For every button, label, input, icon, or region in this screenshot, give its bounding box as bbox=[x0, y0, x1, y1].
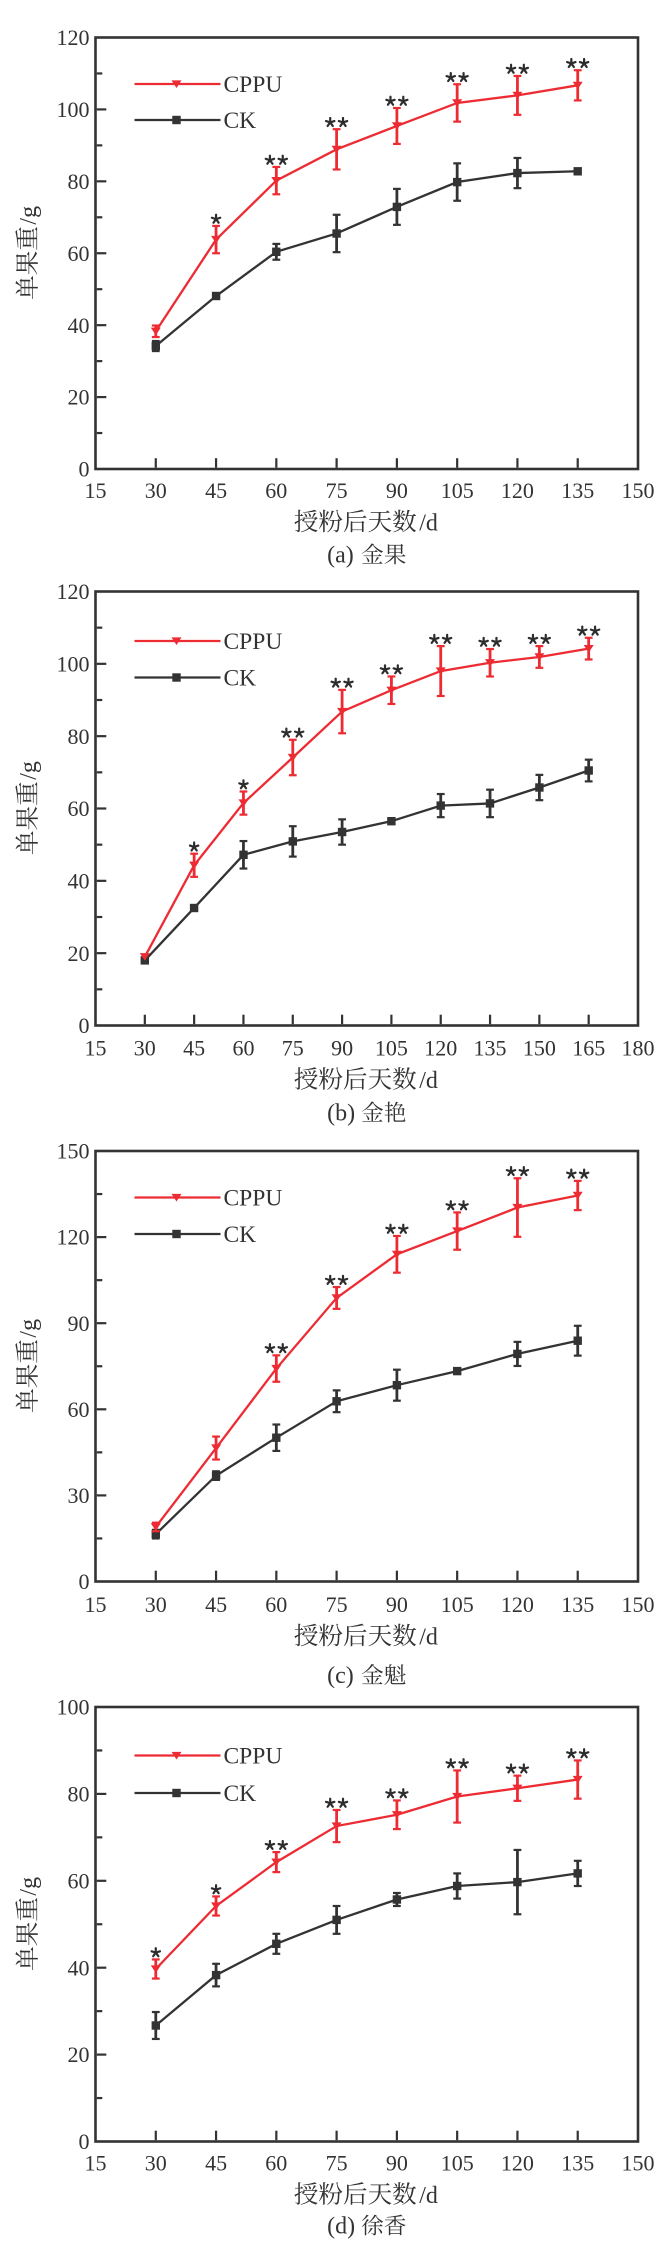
svg-text:75: 75 bbox=[326, 478, 348, 503]
svg-text:15: 15 bbox=[85, 1592, 107, 1617]
svg-text:15: 15 bbox=[85, 1036, 107, 1061]
svg-text:0: 0 bbox=[79, 1013, 90, 1038]
svg-text:20: 20 bbox=[68, 941, 90, 966]
svg-text:0: 0 bbox=[79, 2129, 90, 2154]
svg-text:120: 120 bbox=[424, 1036, 457, 1061]
svg-text:45: 45 bbox=[205, 2151, 227, 2176]
svg-text:150: 150 bbox=[622, 2151, 655, 2176]
svg-text:30: 30 bbox=[145, 478, 167, 503]
svg-text:100: 100 bbox=[57, 97, 90, 122]
svg-text:105: 105 bbox=[441, 2151, 474, 2176]
svg-text:/g: /g bbox=[16, 1877, 42, 1896]
svg-text:60: 60 bbox=[68, 796, 90, 821]
svg-text:30: 30 bbox=[134, 1036, 156, 1061]
svg-text:CK: CK bbox=[224, 1222, 257, 1248]
svg-text:0: 0 bbox=[79, 1569, 90, 1594]
svg-text:120: 120 bbox=[57, 25, 90, 50]
svg-text:120: 120 bbox=[57, 1225, 90, 1250]
svg-text:/d: /d bbox=[419, 1624, 438, 1650]
svg-text:105: 105 bbox=[375, 1036, 408, 1061]
svg-text:150: 150 bbox=[622, 1592, 655, 1617]
svg-text:80: 80 bbox=[68, 169, 90, 194]
svg-text:60: 60 bbox=[68, 241, 90, 266]
svg-text:15: 15 bbox=[85, 2151, 107, 2176]
svg-text:30: 30 bbox=[68, 1483, 90, 1508]
svg-text:105: 105 bbox=[441, 1592, 474, 1617]
svg-text:(c): (c) bbox=[327, 1663, 354, 1689]
svg-text:80: 80 bbox=[68, 1782, 90, 1807]
svg-text:60: 60 bbox=[68, 1868, 90, 1893]
svg-text:CK: CK bbox=[224, 665, 257, 691]
svg-text:100: 100 bbox=[57, 1695, 90, 1720]
svg-text:/d: /d bbox=[419, 510, 438, 536]
svg-text:45: 45 bbox=[205, 1592, 227, 1617]
svg-text:75: 75 bbox=[282, 1036, 304, 1061]
svg-text:135: 135 bbox=[561, 478, 594, 503]
svg-text:75: 75 bbox=[326, 1592, 348, 1617]
svg-text:135: 135 bbox=[561, 1592, 594, 1617]
svg-text:60: 60 bbox=[265, 2151, 287, 2176]
svg-text:CK: CK bbox=[224, 1781, 257, 1807]
svg-text:135: 135 bbox=[561, 2151, 594, 2176]
svg-text:CK: CK bbox=[224, 108, 257, 134]
svg-text:150: 150 bbox=[622, 478, 655, 503]
svg-text:80: 80 bbox=[68, 724, 90, 749]
svg-text:45: 45 bbox=[205, 478, 227, 503]
svg-text:40: 40 bbox=[68, 313, 90, 338]
svg-text:/g: /g bbox=[16, 761, 42, 780]
svg-text:120: 120 bbox=[501, 2151, 534, 2176]
svg-text:60: 60 bbox=[68, 1397, 90, 1422]
svg-text:(b): (b) bbox=[327, 1101, 355, 1127]
svg-text:CPPU: CPPU bbox=[224, 1743, 283, 1769]
svg-text:40: 40 bbox=[68, 1955, 90, 1980]
svg-text:90: 90 bbox=[331, 1036, 353, 1061]
svg-text:30: 30 bbox=[145, 1592, 167, 1617]
svg-text:20: 20 bbox=[68, 2042, 90, 2067]
svg-text:15: 15 bbox=[85, 478, 107, 503]
svg-text:120: 120 bbox=[501, 1592, 534, 1617]
svg-text:30: 30 bbox=[145, 2151, 167, 2176]
svg-text:CPPU: CPPU bbox=[224, 629, 283, 655]
svg-text:90: 90 bbox=[386, 1592, 408, 1617]
svg-text:/g: /g bbox=[16, 1319, 42, 1338]
svg-text:100: 100 bbox=[57, 651, 90, 676]
svg-text:165: 165 bbox=[572, 1036, 605, 1061]
svg-text:/d: /d bbox=[419, 1068, 438, 1094]
svg-text:20: 20 bbox=[68, 385, 90, 410]
svg-text:150: 150 bbox=[523, 1036, 556, 1061]
svg-text:/g: /g bbox=[16, 206, 42, 225]
svg-text:105: 105 bbox=[441, 478, 474, 503]
svg-text:40: 40 bbox=[68, 868, 90, 893]
svg-text:90: 90 bbox=[68, 1311, 90, 1336]
svg-text:150: 150 bbox=[57, 1139, 90, 1164]
svg-text:180: 180 bbox=[622, 1036, 655, 1061]
svg-text:60: 60 bbox=[265, 1592, 287, 1617]
svg-text:120: 120 bbox=[501, 478, 534, 503]
svg-text:45: 45 bbox=[183, 1036, 205, 1061]
svg-text:(d): (d) bbox=[327, 2214, 355, 2240]
svg-text:(a): (a) bbox=[327, 543, 354, 569]
svg-text:0: 0 bbox=[79, 457, 90, 482]
svg-text:60: 60 bbox=[265, 478, 287, 503]
svg-text:135: 135 bbox=[474, 1036, 507, 1061]
svg-text:60: 60 bbox=[233, 1036, 255, 1061]
svg-text:90: 90 bbox=[386, 478, 408, 503]
svg-text:/d: /d bbox=[419, 2183, 438, 2209]
svg-text:CPPU: CPPU bbox=[224, 72, 283, 98]
svg-text:CPPU: CPPU bbox=[224, 1185, 283, 1211]
svg-text:75: 75 bbox=[326, 2151, 348, 2176]
svg-text:120: 120 bbox=[57, 579, 90, 604]
svg-text:90: 90 bbox=[386, 2151, 408, 2176]
